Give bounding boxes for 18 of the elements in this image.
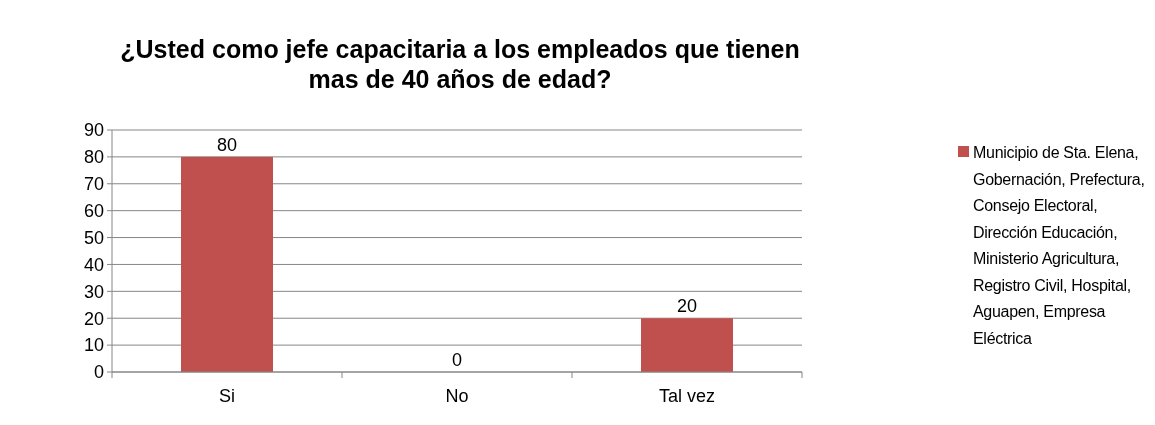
data-label: 20 bbox=[676, 296, 698, 317]
y-tick-label: 30 bbox=[83, 281, 104, 302]
y-tick-label: 20 bbox=[83, 308, 104, 329]
chart-title: ¿Usted como jefe capacitaria a los empleados que tienen mas de 40 años de edad? bbox=[120, 35, 800, 93]
x-tick-label: Tal vez bbox=[658, 386, 716, 406]
data-label: 80 bbox=[216, 134, 238, 155]
y-tick-label: 0 bbox=[93, 362, 104, 383]
y-tick-label: 40 bbox=[83, 254, 104, 275]
y-tick-label: 60 bbox=[83, 200, 104, 221]
y-tick-label: 80 bbox=[83, 147, 104, 168]
y-tick-label: 50 bbox=[83, 227, 104, 248]
legend-label: Municipio de Sta. Elena, Gobernación, Prefectura, Consejo Electoral, Dirección Educación, Ministerio Agricultura, Registro Civil, Hospital, Aguapen, Empresa Eléctrica bbox=[973, 144, 1145, 347]
y-tick-label: 70 bbox=[83, 174, 104, 195]
data-label: 0 bbox=[451, 350, 463, 370]
x-tick-label: No bbox=[445, 386, 469, 406]
x-tick-label: Si bbox=[218, 386, 236, 406]
y-tick-label: 10 bbox=[83, 335, 104, 356]
y-tick-label: 90 bbox=[83, 120, 104, 141]
